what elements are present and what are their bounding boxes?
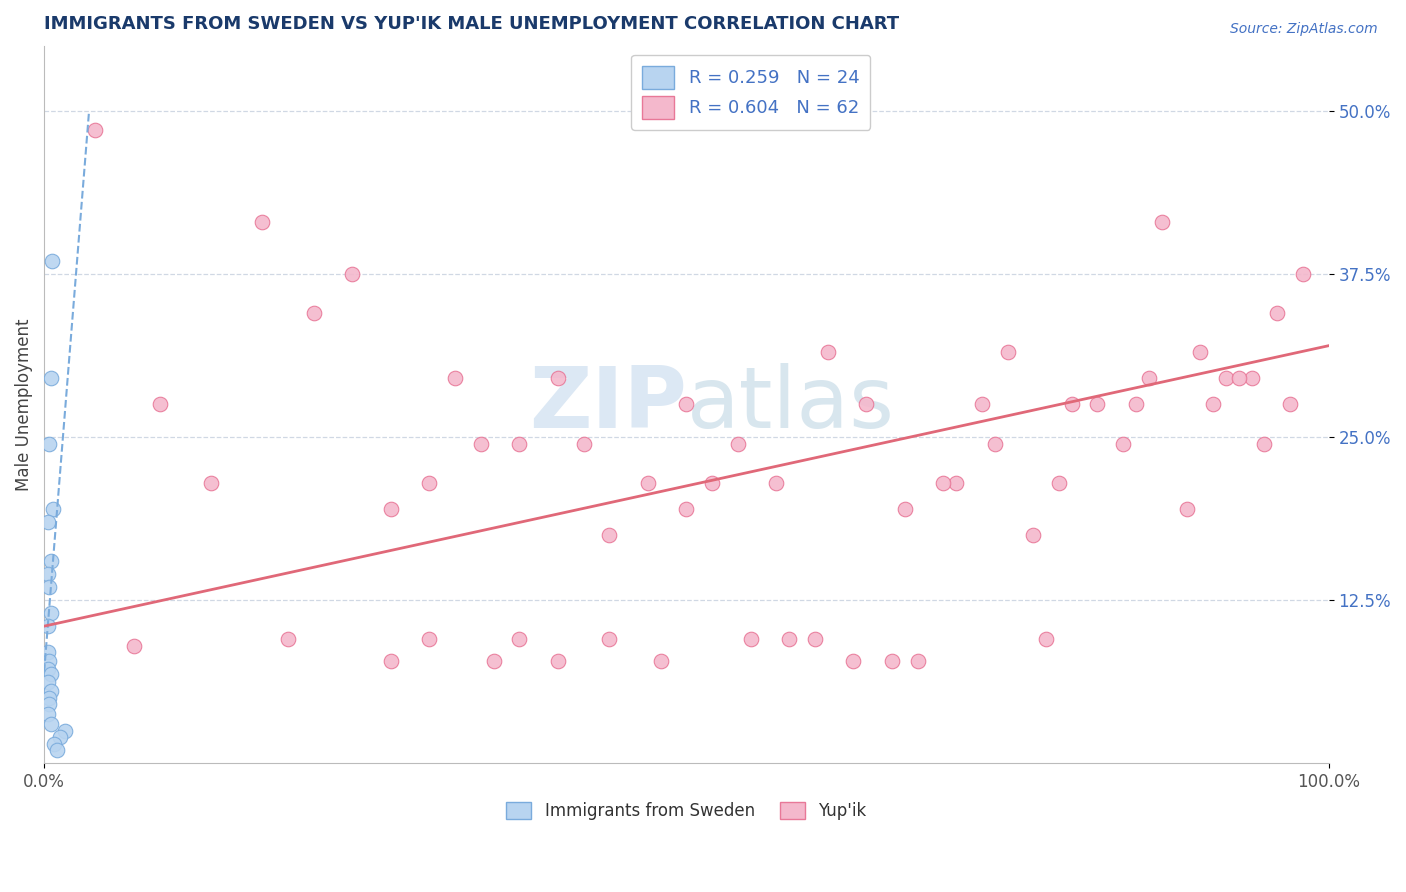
Point [149, 397, 172, 411]
Point [1150, 215, 1173, 229]
Point [38, 698, 60, 712]
Text: IMMIGRANTS FROM SWEDEN VS YUP'IK MALE UNEMPLOYMENT CORRELATION CHART: IMMIGRANTS FROM SWEDEN VS YUP'IK MALE UN… [44, 15, 900, 33]
Point [38, 580, 60, 594]
Point [508, 436, 530, 450]
Point [252, 215, 274, 229]
Point [37, 566, 59, 581]
Point [42, 501, 65, 516]
Point [637, 475, 659, 490]
Point [84, 123, 107, 137]
Point [893, 501, 915, 516]
Point [37, 619, 59, 633]
Point [482, 654, 505, 668]
Point [700, 475, 723, 490]
Point [1292, 267, 1315, 281]
Point [39, 554, 62, 568]
Point [277, 632, 299, 647]
Point [740, 632, 762, 647]
Point [907, 654, 929, 668]
Point [1175, 501, 1198, 516]
Point [38, 690, 60, 705]
Text: atlas: atlas [686, 363, 894, 446]
Point [880, 654, 903, 668]
Point [380, 654, 402, 668]
Point [1240, 371, 1263, 385]
Point [1137, 371, 1160, 385]
Point [1047, 475, 1070, 490]
Point [804, 632, 827, 647]
Point [508, 632, 530, 647]
Point [418, 475, 440, 490]
Point [765, 475, 787, 490]
Point [1035, 632, 1057, 647]
Point [727, 436, 749, 450]
Point [302, 306, 325, 320]
Point [1022, 528, 1045, 542]
Point [1279, 397, 1302, 411]
Point [1202, 397, 1225, 411]
Point [380, 501, 402, 516]
Point [39, 606, 62, 620]
Point [983, 436, 1005, 450]
Point [48, 730, 70, 744]
Point [418, 632, 440, 647]
Point [970, 397, 993, 411]
Point [945, 475, 967, 490]
Point [1087, 397, 1109, 411]
Point [39, 717, 62, 731]
Point [547, 654, 569, 668]
Point [37, 662, 59, 676]
Text: Source: ZipAtlas.com: Source: ZipAtlas.com [1230, 22, 1378, 37]
Text: ZIP: ZIP [529, 363, 686, 446]
Y-axis label: Male Unemployment: Male Unemployment [15, 318, 32, 491]
Point [842, 654, 865, 668]
Point [598, 632, 620, 647]
Point [1265, 306, 1288, 320]
Point [650, 654, 672, 668]
Point [342, 267, 364, 281]
Point [1060, 397, 1083, 411]
Point [675, 501, 697, 516]
Point [38, 654, 60, 668]
Point [37, 645, 59, 659]
Point [1227, 371, 1250, 385]
Point [997, 345, 1019, 359]
Point [39, 371, 62, 385]
Point [855, 397, 877, 411]
Point [37, 706, 59, 721]
Point [1253, 436, 1275, 450]
Point [572, 436, 595, 450]
Point [44, 737, 66, 751]
Point [778, 632, 800, 647]
Point [675, 397, 697, 411]
Point [444, 371, 467, 385]
Point [39, 684, 62, 698]
Point [470, 436, 492, 450]
Point [53, 723, 76, 738]
Point [1125, 397, 1147, 411]
Point [547, 371, 569, 385]
Point [37, 515, 59, 529]
Point [38, 436, 60, 450]
Legend: Immigrants from Sweden, Yup'ik: Immigrants from Sweden, Yup'ik [499, 795, 873, 827]
Point [1215, 371, 1237, 385]
Point [1189, 345, 1212, 359]
Point [1112, 436, 1135, 450]
Point [41, 253, 63, 268]
Point [598, 528, 620, 542]
Point [46, 743, 69, 757]
Point [932, 475, 955, 490]
Point [122, 639, 145, 653]
Point [817, 345, 839, 359]
Point [200, 475, 222, 490]
Point [37, 675, 59, 690]
Point [39, 667, 62, 681]
